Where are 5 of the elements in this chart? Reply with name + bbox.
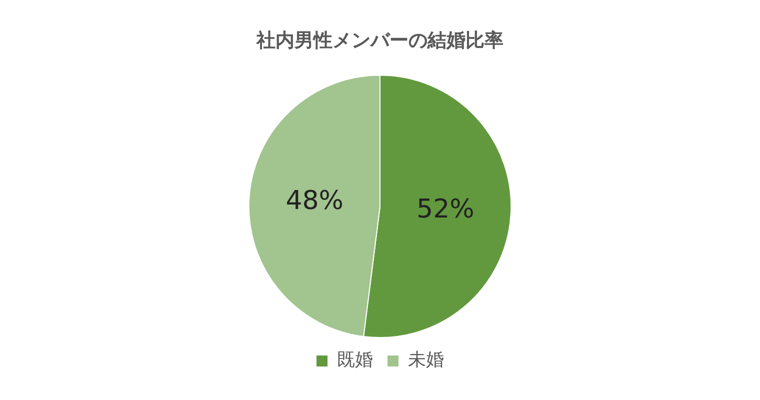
legend-label: 未婚: [408, 350, 444, 371]
data-label: 52%: [416, 194, 474, 224]
chart-title: 社内男性メンバーの結婚比率: [256, 29, 504, 52]
legend-label: 既婚: [337, 350, 373, 371]
data-label: 48%: [286, 186, 344, 216]
